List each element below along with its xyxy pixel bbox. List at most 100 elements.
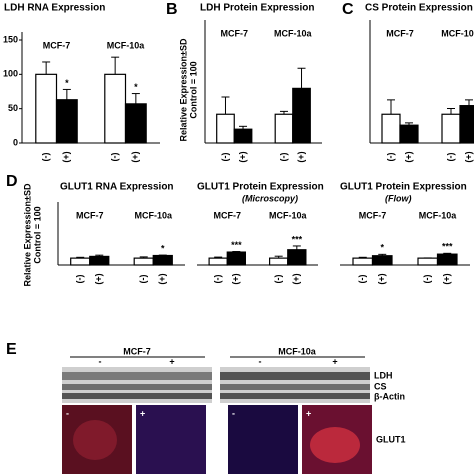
bar xyxy=(70,257,91,266)
bar xyxy=(233,128,253,144)
panel-letter: D xyxy=(6,173,18,190)
bar xyxy=(216,113,235,144)
y-axis-label: Control = 100 xyxy=(188,61,198,118)
group-label: MCF-7 xyxy=(221,28,249,38)
sign: + xyxy=(169,356,174,366)
bar xyxy=(35,73,58,144)
panel-e: E MCF-7 MCF-10a - + - + LDH CS β-Actin -… xyxy=(6,341,406,474)
chart-title: GLUT1 Protein Expression xyxy=(340,182,467,193)
band-label: β-Actin xyxy=(374,391,405,401)
image-sign: - xyxy=(232,408,235,418)
group-label: MCF-7 xyxy=(76,210,104,220)
image-sign: - xyxy=(66,408,69,418)
panel-letter: C xyxy=(342,1,354,18)
significance: * xyxy=(65,78,69,88)
x-tick-label: (-) xyxy=(138,275,148,284)
chart-subtitle: (Flow) xyxy=(385,193,412,203)
significance: * xyxy=(134,82,138,92)
x-tick-label: (+) xyxy=(237,151,247,162)
x-tick-label: (-) xyxy=(213,275,223,284)
group-label: MCF-10a xyxy=(107,40,146,50)
x-tick-label: (+) xyxy=(61,151,71,162)
bar xyxy=(104,73,127,144)
micrograph xyxy=(228,405,298,474)
bar xyxy=(381,113,401,144)
chart-subtitle: (Microscopy) xyxy=(242,193,298,203)
group-label: MCF-7 xyxy=(43,40,71,50)
group-label: MCF-7 xyxy=(214,210,242,220)
significance: * xyxy=(380,243,384,253)
blot-band xyxy=(220,372,370,380)
group-label: MCF-7 xyxy=(359,210,387,220)
bar xyxy=(133,257,154,266)
blot-band xyxy=(62,393,212,399)
cell xyxy=(310,427,360,463)
y-axis-label: Relative Expression±SD xyxy=(22,183,32,286)
bar xyxy=(269,257,289,266)
chart-title: LDH Protein Expression xyxy=(200,3,314,14)
group-label: MCF-10a xyxy=(441,28,474,38)
y-tick-label: 150 xyxy=(3,34,18,44)
line-label: MCF-7 xyxy=(123,346,151,356)
blot-band xyxy=(62,372,212,380)
sign: - xyxy=(99,356,102,366)
bar xyxy=(55,99,78,144)
significance: * xyxy=(161,243,165,253)
cell xyxy=(73,420,117,460)
x-tick-label: (-) xyxy=(220,153,230,162)
bar xyxy=(399,124,419,144)
x-tick-label: (+) xyxy=(442,273,452,284)
x-tick-label: (+) xyxy=(377,273,387,284)
x-tick-label: (+) xyxy=(463,151,473,162)
bar xyxy=(226,251,246,266)
group-label: MCF-10a xyxy=(419,210,458,220)
significance: *** xyxy=(442,242,453,252)
blot-band xyxy=(220,384,370,390)
band-label: CS xyxy=(374,381,387,391)
sign: - xyxy=(259,356,262,366)
x-tick-label: (+) xyxy=(94,273,104,284)
chart-title: GLUT1 RNA Expression xyxy=(60,182,174,193)
bar xyxy=(292,87,311,144)
bar xyxy=(371,255,393,266)
x-tick-label: (+) xyxy=(291,273,301,284)
chart-title: CS Protein Expression xyxy=(365,3,473,14)
x-tick-label: (+) xyxy=(157,273,167,284)
y-axis-label: Control = 100 xyxy=(32,206,42,263)
panel-letter: E xyxy=(6,341,17,358)
significance: *** xyxy=(292,234,303,244)
x-tick-label: (+) xyxy=(231,273,241,284)
bar xyxy=(287,249,307,266)
bar xyxy=(352,257,374,266)
sign: + xyxy=(332,356,337,366)
bar xyxy=(459,105,474,144)
y-tick-label: 0 xyxy=(13,137,18,147)
bar xyxy=(417,257,439,266)
group-label: MCF-10a xyxy=(274,28,313,38)
x-tick-label: (+) xyxy=(296,151,306,162)
image-label: GLUT1 xyxy=(376,434,406,444)
x-tick-label: (-) xyxy=(41,153,51,162)
x-tick-label: (-) xyxy=(273,275,283,284)
panel-letter: B xyxy=(166,1,178,18)
bar xyxy=(274,113,294,144)
bar xyxy=(124,103,147,144)
band-label: LDH xyxy=(374,370,393,380)
image-sign: + xyxy=(140,408,145,418)
y-tick-label: 100 xyxy=(3,69,18,79)
x-tick-label: (-) xyxy=(278,153,288,162)
chart-title: LDH RNA Expression xyxy=(4,3,105,14)
x-tick-label: (-) xyxy=(385,153,395,162)
blot-band xyxy=(62,384,212,390)
micrograph xyxy=(136,405,206,474)
bar xyxy=(152,254,173,266)
blot-band xyxy=(220,393,370,399)
x-tick-label: (+) xyxy=(403,151,413,162)
x-tick-label: (-) xyxy=(422,275,432,284)
x-tick-label: (-) xyxy=(357,275,367,284)
bar xyxy=(89,255,110,266)
chart-title: GLUT1 Protein Expression xyxy=(197,182,324,193)
x-tick-label: (-) xyxy=(445,153,455,162)
x-tick-label: (-) xyxy=(110,153,120,162)
